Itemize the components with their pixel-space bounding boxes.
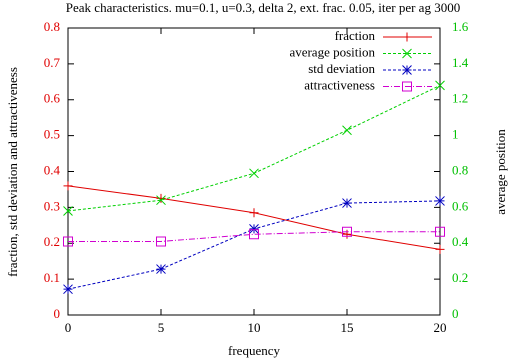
y2-tick-label: 1.2 <box>452 91 468 106</box>
y2-tick-label: 1.6 <box>452 19 469 34</box>
x-axis-label: frequency <box>228 343 280 358</box>
data-point <box>249 168 259 179</box>
data-point <box>342 198 352 208</box>
data-point <box>435 226 445 237</box>
data-point <box>249 208 259 218</box>
x-tick-label: 15 <box>341 320 354 335</box>
data-point <box>435 196 445 206</box>
data-point <box>342 125 352 136</box>
y-tick-label: 0.5 <box>44 127 60 142</box>
x-tick-label: 5 <box>158 320 165 335</box>
y2-tick-label: 1 <box>452 127 459 142</box>
legend-label: average position <box>289 44 375 59</box>
data-point <box>63 181 73 191</box>
x-tick-label: 20 <box>434 320 447 335</box>
y-tick-label: 0.6 <box>44 91 61 106</box>
y2-tick-label: 0.6 <box>452 198 469 213</box>
data-point <box>63 206 73 216</box>
data-point <box>249 229 259 240</box>
legend-label: attractiveness <box>304 77 375 92</box>
legend-marker <box>402 48 412 59</box>
y2-tick-label: 0.8 <box>452 162 468 177</box>
data-point <box>156 264 166 274</box>
legend-label: std deviation <box>308 61 375 76</box>
data-point <box>435 244 445 254</box>
y2-axis-label: average position <box>493 129 508 215</box>
chart-title: Peak characteristics. mu=0.1, u=0.3, del… <box>66 0 460 15</box>
data-point <box>342 229 352 239</box>
legend-marker <box>402 65 412 75</box>
x-tick-label: 0 <box>65 320 72 335</box>
data-point <box>156 195 166 206</box>
y2-tick-label: 1.4 <box>452 55 469 70</box>
y-tick-label: 0.3 <box>44 198 60 213</box>
y-tick-label: 0.8 <box>44 19 60 34</box>
y2-tick-label: 0 <box>452 306 459 321</box>
legend-label: fraction <box>335 28 376 43</box>
y-tick-label: 0.4 <box>44 162 61 177</box>
data-point <box>156 236 166 247</box>
series-line <box>68 231 440 242</box>
x-tick-label: 10 <box>248 320 261 335</box>
y-tick-label: 0.7 <box>44 55 61 70</box>
legend-marker <box>402 32 412 42</box>
legend-marker <box>402 81 412 92</box>
data-point <box>63 284 73 295</box>
y2-tick-label: 0.2 <box>452 270 468 285</box>
y2-tick-label: 0.4 <box>452 234 469 249</box>
series-line <box>67 84 441 212</box>
series-line <box>67 185 441 250</box>
data-point <box>249 224 259 234</box>
data-point <box>342 226 352 237</box>
y-tick-label: 0.1 <box>44 270 60 285</box>
data-point <box>156 193 166 203</box>
data-point <box>435 80 445 91</box>
y-tick-label: 0 <box>54 306 61 321</box>
y-axis-label: fraction, std deviation and attractivene… <box>5 67 20 277</box>
y-tick-label: 0.2 <box>44 234 60 249</box>
plot-frame <box>67 27 441 316</box>
data-point <box>63 236 73 247</box>
